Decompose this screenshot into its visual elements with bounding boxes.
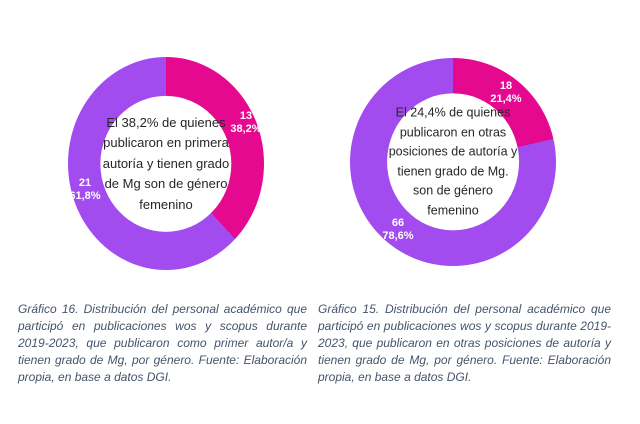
- donut-hole: [387, 93, 519, 231]
- slice-percent: 78,6%: [382, 230, 414, 242]
- slice-value: 21: [78, 177, 92, 189]
- slice-value: 13: [239, 110, 253, 122]
- slice-label-purple: 66 78,6%: [366, 217, 430, 243]
- donut-chart-otras-posiciones: El 24,4% de quienes publicaron en otras …: [350, 58, 556, 266]
- slice-percent: 38,2%: [230, 123, 262, 135]
- slice-value: 66: [391, 217, 405, 229]
- donut-center-text: El 24,4% de quienes publicaron en otras …: [388, 105, 518, 218]
- slice-value: 18: [499, 80, 513, 92]
- slice-percent: 21,4%: [490, 93, 522, 105]
- slice-percent: 61,8%: [69, 190, 101, 202]
- slice-label-purple: 21 61,8%: [53, 177, 117, 203]
- donut-hole: [100, 95, 232, 232]
- slice-label-pink: 18 21,4%: [474, 80, 538, 106]
- figure-caption-grafico-15: Gráfico 15. Distribución del personal ac…: [318, 302, 611, 384]
- figure-caption-grafico-16: Gráfico 16. Distribución del personal ac…: [18, 302, 307, 384]
- donut-center-text: El 38,2% de quienes publicaron en primer…: [102, 114, 230, 212]
- slice-label-pink: 13 38,2%: [214, 110, 278, 136]
- donut-chart-primera-autoria: El 38,2% de quienes publicaron en primer…: [68, 57, 264, 270]
